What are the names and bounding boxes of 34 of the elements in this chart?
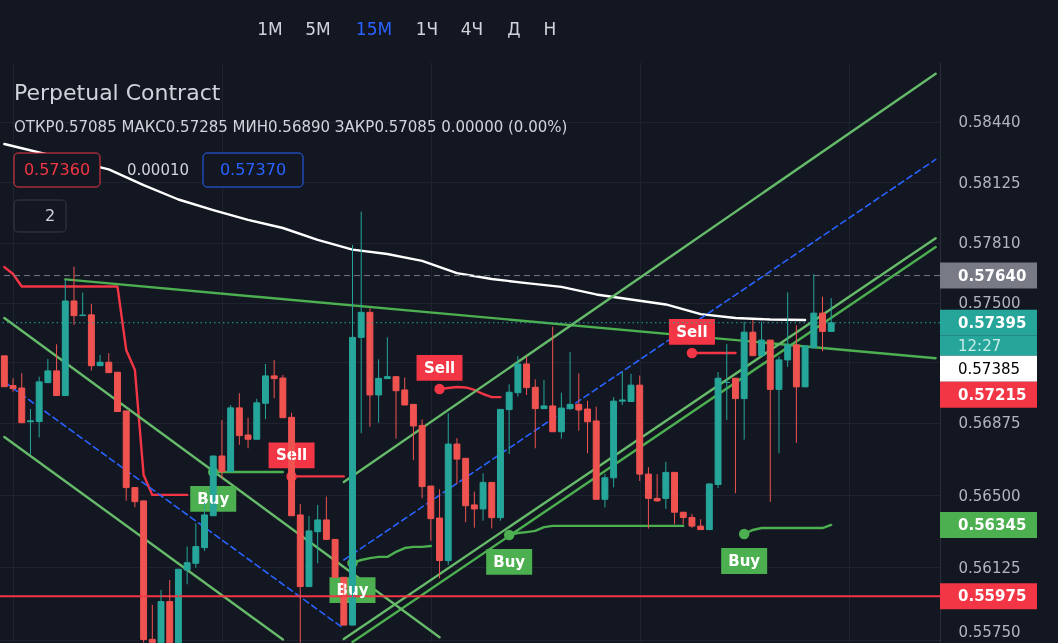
data-label: Sell	[275, 446, 308, 465]
text: Н	[543, 19, 557, 39]
text: 1Ч	[415, 19, 439, 39]
y-tick-label: 0.57500	[958, 294, 1021, 313]
text: Д	[507, 19, 521, 39]
ref-line-label: 0.55975	[958, 587, 1027, 606]
annotation: 2	[44, 206, 56, 225]
ref-line-label: 0.57640	[958, 266, 1027, 285]
annotation: 0.00010	[126, 161, 190, 179]
text: 0.57215	[958, 385, 1027, 404]
y-tick-label: 0.56875	[958, 414, 1021, 433]
y-tick-label: 0.58125	[958, 173, 1021, 192]
text: 5M	[305, 19, 331, 39]
data-label: Buy	[728, 552, 761, 570]
text: 0.57385	[958, 359, 1021, 378]
text: 0.56345	[958, 516, 1027, 534]
annotation: 0.57360	[23, 160, 91, 179]
ref-line-label: 0.57395	[958, 313, 1027, 332]
y-tick-label: 0.56500	[958, 486, 1021, 505]
data-label: Sell	[423, 358, 456, 377]
data-label: Buy	[493, 552, 526, 571]
y-tick-label: 0.58440	[958, 113, 1021, 132]
text: 15M	[355, 19, 393, 39]
data-label: Sell	[676, 322, 708, 341]
data-label: Buy	[197, 489, 230, 508]
text: ОТКР0.57085 МАКС0.57285 МИН0.56890 ЗАКР0.57085 0.00000 (0.00%)	[14, 118, 568, 136]
text: 12:27	[958, 336, 1002, 355]
y-tick-label: 0.57810	[958, 234, 1021, 253]
annotation: 0.57370	[219, 160, 287, 179]
text: 4Ч	[460, 19, 484, 39]
text: 1M	[257, 19, 283, 39]
text: Perpetual Contract	[14, 80, 221, 105]
y-tick-label: 0.55750	[958, 623, 1021, 642]
y-tick-label: 0.56125	[958, 558, 1021, 577]
